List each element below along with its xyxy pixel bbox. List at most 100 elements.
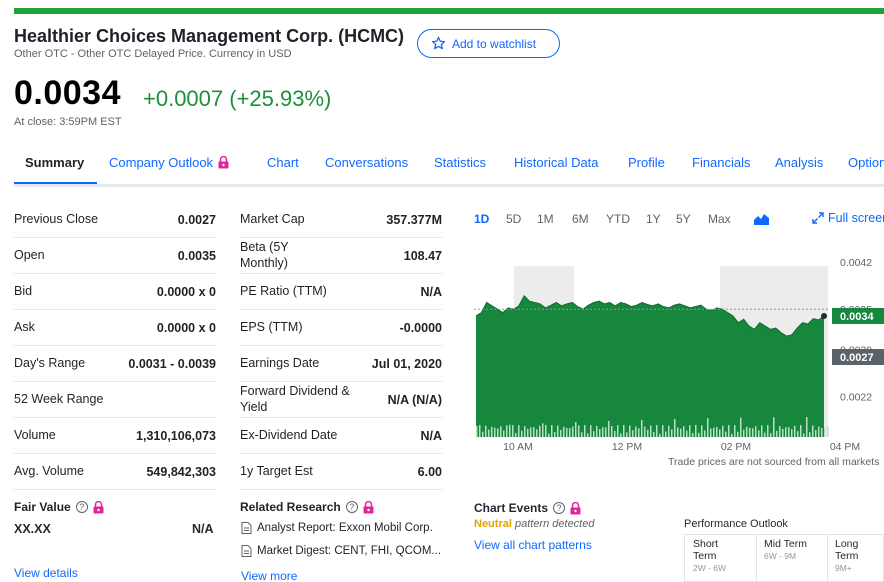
performance-outlook-table: Short Term 2W - 6W Mid Term 6W - 9M Long T…: [684, 534, 884, 582]
volume-bar: [716, 426, 718, 437]
star-icon: [431, 36, 446, 50]
fair-value-amount: XX.XX: [14, 522, 51, 536]
volume-bar: [722, 425, 724, 437]
volume-bar: [725, 431, 727, 437]
volume-bar: [683, 426, 685, 437]
volume-bar: [485, 425, 487, 437]
range-1m[interactable]: 1M: [537, 212, 554, 226]
view-details-link[interactable]: View details: [14, 566, 78, 580]
volume-bar: [506, 425, 508, 437]
range-5y[interactable]: 5Y: [676, 212, 691, 226]
chart-events-heading: Chart Events ?: [474, 501, 581, 515]
outlook-long-term[interactable]: Long Term 9M+: [835, 538, 881, 574]
outlook-mid-term[interactable]: Mid Term 6W - 9M: [764, 538, 810, 562]
x-tick-label: 04 PM: [830, 441, 860, 453]
pattern-status-text: pattern detected: [514, 518, 595, 530]
stat-value: Jul 01, 2020: [371, 356, 442, 371]
volume-bar: [488, 429, 490, 437]
volume-bar: [602, 427, 604, 437]
view-more-link[interactable]: View more: [241, 569, 298, 582]
volume-bar: [740, 417, 742, 437]
volume-bar: [533, 427, 535, 437]
stat-value: 108.47: [403, 248, 442, 263]
stat-label: Forward Dividend & Yield: [240, 383, 350, 414]
outlook-short-term[interactable]: Short Term 2W - 6W: [693, 538, 739, 574]
stat-label: PE Ratio (TTM): [240, 283, 327, 298]
research-item[interactable]: Analyst Report: Exxon Mobil Corp.: [241, 522, 433, 534]
volume-bar: [761, 425, 763, 437]
tab-options[interactable]: Options: [848, 155, 884, 170]
stat-row: Volume 1,310,106,073: [14, 418, 216, 454]
range-1y[interactable]: 1Y: [646, 212, 661, 226]
volume-bar: [818, 426, 820, 437]
range-5d[interactable]: 5D: [506, 212, 522, 226]
volume-bar: [770, 433, 772, 437]
stat-value: -0.0000: [399, 320, 442, 335]
volume-bar: [524, 426, 526, 437]
lock-icon: [570, 501, 581, 514]
tab-profile[interactable]: Profile: [628, 155, 665, 170]
volume-bar: [614, 431, 616, 437]
stat-row: EPS (TTM) -0.0000: [240, 310, 442, 346]
chart-disclaimer: Trade prices are not sourced from all ma…: [668, 456, 880, 468]
range-1d[interactable]: 1D: [474, 212, 490, 226]
outlook-term-range: 2W - 6W: [693, 563, 727, 573]
price-change: +0.0007 (+25.93%): [143, 86, 332, 111]
volume-bar: [815, 429, 817, 437]
range-ytd[interactable]: YTD: [606, 212, 630, 226]
stat-value: 549,842,303: [146, 464, 216, 479]
add-to-watchlist-button[interactable]: Add to watchlist: [417, 29, 560, 58]
stat-label: Beta (5Y Monthly): [240, 239, 289, 270]
stat-label: Avg. Volume: [14, 463, 84, 478]
help-icon[interactable]: ?: [553, 502, 566, 514]
tab-analysis[interactable]: Analysis: [775, 155, 824, 170]
volume-bar: [629, 425, 631, 437]
tab-summary[interactable]: Summary: [25, 155, 85, 170]
volume-bar: [587, 433, 589, 437]
range-6m[interactable]: 6M: [572, 212, 589, 226]
stat-row: Ask 0.0000 x 0: [14, 310, 216, 346]
stat-row: Previous Close 0.0027: [14, 202, 216, 238]
full-screen-label: Full screen: [828, 211, 884, 225]
current-price: 0.0034: [14, 74, 121, 112]
stat-value: 0.0035: [177, 248, 216, 263]
stat-label: 52 Week Range: [14, 391, 104, 406]
stat-label: Ex-Dividend Date: [240, 427, 338, 442]
volume-bar: [542, 423, 544, 437]
tab-chart[interactable]: Chart: [267, 155, 299, 170]
volume-bar: [743, 429, 745, 437]
performance-outlook-label: Performance Outlook: [684, 518, 788, 530]
volume-bar: [758, 430, 760, 437]
tab-historical-data[interactable]: Historical Data: [514, 155, 599, 170]
volume-bar: [746, 426, 748, 437]
volume-bar: [584, 425, 586, 437]
quote-subtitle: Other OTC - Other OTC Delayed Price. Cur…: [14, 48, 292, 60]
mountain-chart-icon[interactable]: [754, 213, 769, 225]
help-icon[interactable]: ?: [345, 501, 358, 513]
volume-bar: [647, 429, 649, 437]
volume-bar: [512, 425, 514, 437]
full-screen-button[interactable]: Full screen: [812, 211, 884, 225]
volume-bar: [548, 433, 550, 437]
volume-bar: [791, 429, 793, 437]
stat-row: Forward Dividend & Yield N/A (N/A): [240, 382, 442, 418]
tab-financials[interactable]: Financials: [692, 155, 751, 170]
add-to-watchlist-label: Add to watchlist: [452, 36, 537, 51]
help-icon[interactable]: ?: [75, 501, 88, 513]
volume-bar: [749, 427, 751, 437]
volume-bar: [734, 425, 736, 437]
volume-bar: [794, 425, 796, 437]
stat-label: Open: [14, 247, 45, 262]
tab-conversations[interactable]: Conversations: [325, 155, 409, 170]
range-max[interactable]: Max: [708, 212, 731, 226]
volume-bar: [755, 426, 757, 437]
volume-bar: [641, 419, 643, 437]
tab-company-outlook[interactable]: Company Outlook: [109, 155, 229, 170]
volume-bar: [686, 430, 688, 437]
chart-events-label: Chart Events: [474, 501, 549, 515]
research-item[interactable]: Market Digest: CENT, FHI, QCOM...: [241, 545, 441, 557]
view-all-chart-patterns-link[interactable]: View all chart patterns: [474, 538, 592, 552]
tab-statistics[interactable]: Statistics: [434, 155, 487, 170]
outlook-term-name: Long Term: [835, 538, 859, 562]
